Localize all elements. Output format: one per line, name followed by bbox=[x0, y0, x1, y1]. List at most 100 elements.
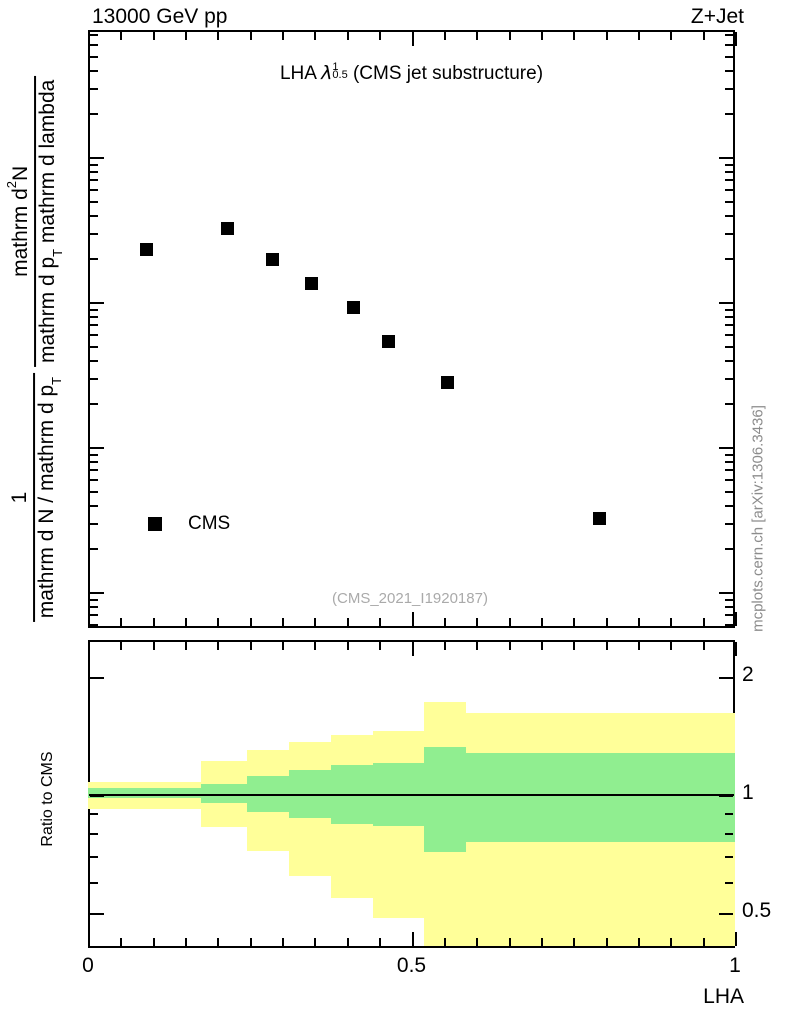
y-tick-ratio-right bbox=[719, 913, 733, 915]
x-tick-main-top bbox=[120, 32, 122, 40]
y-tick-main-right bbox=[725, 258, 733, 260]
y-tick-main-right bbox=[725, 614, 733, 616]
y-tick-label-ratio-right: 1 bbox=[742, 781, 754, 804]
y-tick-main-right bbox=[725, 215, 733, 217]
x-tick-ratio-top bbox=[153, 642, 155, 650]
y-tick-main bbox=[90, 302, 104, 304]
x-tick-ratio-bottom bbox=[250, 938, 252, 946]
y-tick-main bbox=[90, 233, 98, 235]
plot-title-prefix: LHA bbox=[279, 63, 322, 84]
y-tick-ratio bbox=[90, 813, 98, 815]
y-tick-ratio-right bbox=[725, 833, 733, 835]
y-tick-main bbox=[90, 316, 98, 318]
x-tick-ratio-bottom bbox=[735, 932, 737, 946]
x-tick-ratio-top bbox=[120, 642, 122, 650]
x-tick-main-bottom bbox=[735, 612, 737, 626]
x-tick-ratio-top bbox=[638, 642, 640, 650]
x-tick-ratio-top bbox=[509, 642, 511, 650]
y-tick-main bbox=[90, 171, 98, 173]
ratio-reference-line bbox=[89, 794, 734, 796]
y-title-main-fraction: mathrm d2N mathrm d pT mathrm d lambda bbox=[4, 75, 65, 368]
plot-title-suffix: (CMS jet substructure) bbox=[347, 63, 544, 84]
x-tick-main-bottom bbox=[185, 618, 187, 626]
x-tick-main-bottom bbox=[573, 618, 575, 626]
header-beam-info: 13000 GeV pp bbox=[92, 5, 228, 28]
y-tick-ratio-right bbox=[725, 882, 733, 884]
y-tick-main-right bbox=[725, 324, 733, 326]
y-tick-main-right bbox=[725, 469, 733, 471]
main-plot-frame bbox=[88, 30, 735, 628]
ratio-band-inner bbox=[246, 775, 289, 812]
x-tick-ratio-bottom bbox=[573, 938, 575, 946]
y-tick-main bbox=[90, 88, 98, 90]
y-tick-main-right bbox=[725, 70, 733, 72]
x-tick-ratio-top bbox=[282, 642, 284, 650]
x-tick-main-bottom bbox=[412, 612, 414, 626]
x-tick-ratio-top bbox=[541, 642, 543, 650]
y-tick-main-right bbox=[725, 454, 733, 456]
ratio-band-inner bbox=[88, 788, 202, 798]
x-tick-ratio-top bbox=[573, 642, 575, 650]
x-tick-ratio-top bbox=[476, 642, 478, 650]
y-tick-main bbox=[90, 469, 98, 471]
y-tick-ratio-right bbox=[725, 856, 733, 858]
x-tick-main-top bbox=[541, 32, 543, 40]
ratio-band-inner bbox=[201, 783, 247, 803]
y-tick-main bbox=[90, 201, 98, 203]
y-tick-main-right bbox=[725, 88, 733, 90]
y-tick-main bbox=[90, 447, 104, 449]
x-tick-ratio-top bbox=[606, 642, 608, 650]
y-tick-ratio bbox=[90, 882, 98, 884]
y-tick-main bbox=[90, 189, 98, 191]
x-tick-ratio-top bbox=[735, 642, 737, 656]
y-tick-main-right bbox=[725, 56, 733, 58]
y-tick-main bbox=[90, 491, 98, 493]
y-tick-main bbox=[90, 34, 98, 36]
x-tick-main-top bbox=[379, 32, 381, 40]
x-tick-ratio-bottom bbox=[88, 932, 90, 946]
y-tick-main bbox=[90, 479, 98, 481]
plot-title-indices: 1 0.5 bbox=[332, 61, 348, 81]
y-tick-main bbox=[90, 157, 104, 159]
plot-title: LHA λ 1 0.5 (CMS jet substructure) bbox=[88, 62, 735, 85]
y-tick-ratio bbox=[90, 833, 98, 835]
x-tick-ratio-bottom bbox=[120, 938, 122, 946]
x-tick-ratio-bottom bbox=[153, 938, 155, 946]
x-tick-main-top bbox=[282, 32, 284, 40]
x-tick-ratio-bottom bbox=[509, 938, 511, 946]
x-tick-label: 1 bbox=[729, 954, 741, 977]
y-tick-main-right bbox=[725, 479, 733, 481]
y-tick-main-right bbox=[725, 189, 733, 191]
x-tick-main-top bbox=[153, 32, 155, 40]
y-tick-main bbox=[90, 461, 98, 463]
ratio-band-inner bbox=[424, 746, 467, 852]
y-tick-ratio-right bbox=[719, 795, 733, 797]
data-point-cms bbox=[346, 300, 360, 314]
x-tick-main-bottom bbox=[476, 618, 478, 626]
y-title-prefactor: 1 mathrm d N / mathrm d pT bbox=[8, 372, 64, 623]
x-tick-main-bottom bbox=[88, 612, 90, 626]
x-tick-ratio-bottom bbox=[476, 938, 478, 946]
x-tick-ratio-bottom bbox=[606, 938, 608, 946]
y-tick-main bbox=[90, 346, 98, 348]
y-tick-main bbox=[90, 624, 98, 626]
y-tick-main bbox=[90, 56, 98, 58]
x-tick-ratio-top bbox=[444, 642, 446, 650]
y-tick-main bbox=[90, 309, 98, 311]
y-tick-main-right bbox=[725, 378, 733, 380]
y-tick-ratio bbox=[90, 856, 98, 858]
x-tick-main-top bbox=[185, 32, 187, 40]
y-tick-main-right bbox=[725, 346, 733, 348]
x-tick-ratio-bottom bbox=[638, 938, 640, 946]
x-tick-main-top bbox=[88, 32, 90, 46]
y-tick-main-right bbox=[725, 171, 733, 173]
x-tick-main-bottom bbox=[379, 618, 381, 626]
x-tick-main-bottom bbox=[509, 618, 511, 626]
x-tick-main-bottom bbox=[120, 618, 122, 626]
header-process: Z+Jet bbox=[690, 5, 744, 28]
x-tick-main-top bbox=[250, 32, 252, 40]
x-tick-ratio-bottom bbox=[217, 938, 219, 946]
x-tick-main-bottom bbox=[153, 618, 155, 626]
y-tick-main-right bbox=[725, 113, 733, 115]
data-point-cms bbox=[440, 375, 454, 389]
